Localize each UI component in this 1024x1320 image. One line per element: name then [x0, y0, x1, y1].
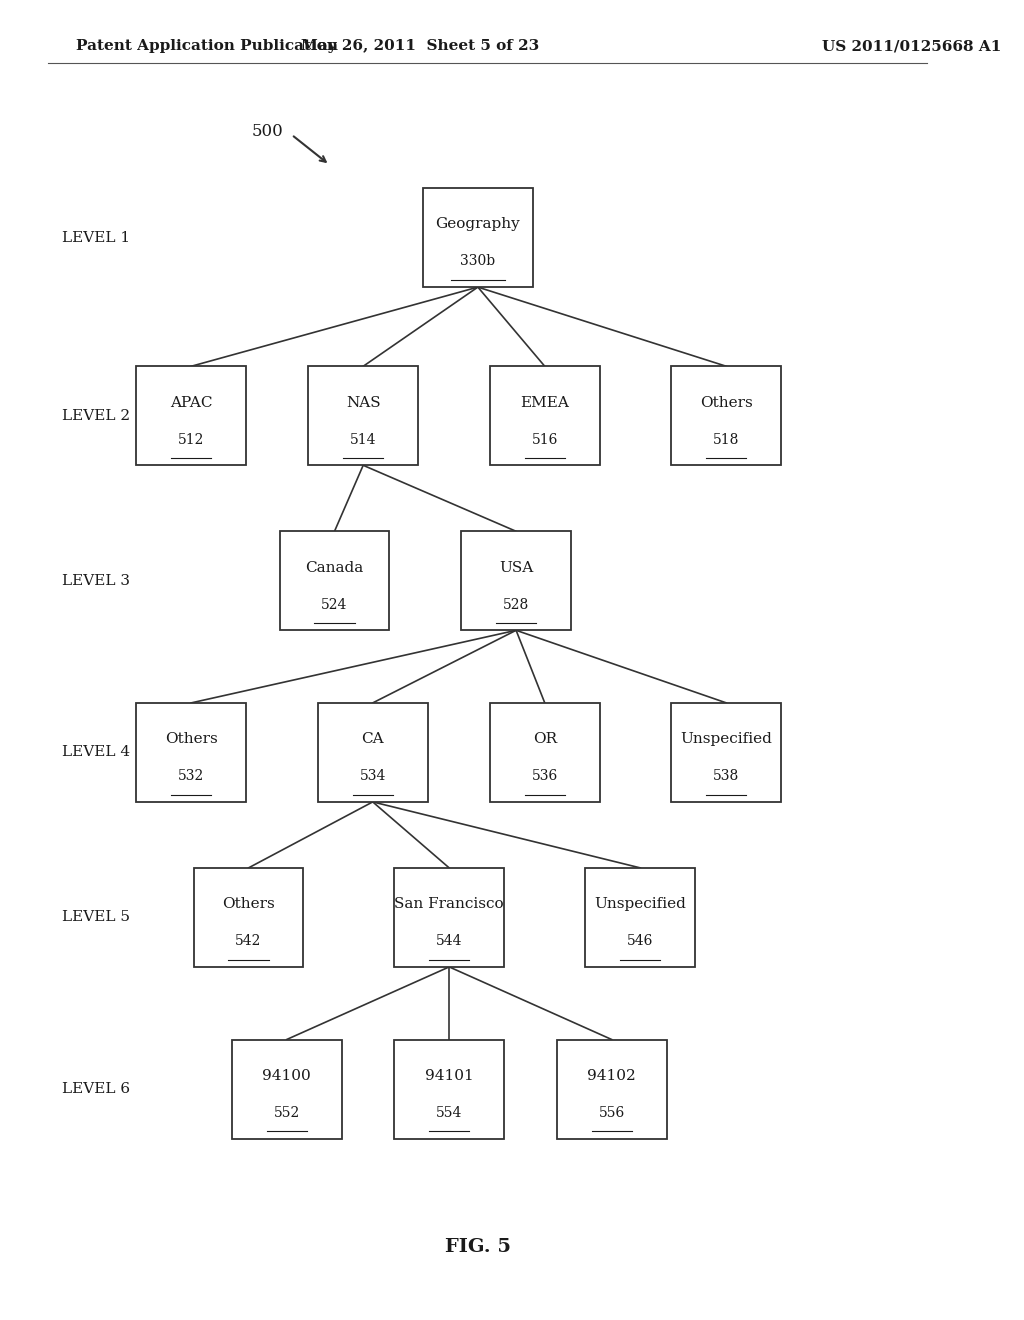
Text: APAC: APAC: [170, 396, 212, 409]
Text: May 26, 2011  Sheet 5 of 23: May 26, 2011 Sheet 5 of 23: [301, 40, 540, 53]
Text: US 2011/0125668 A1: US 2011/0125668 A1: [822, 40, 1001, 53]
Text: Others: Others: [222, 898, 274, 911]
FancyBboxPatch shape: [672, 366, 781, 465]
FancyBboxPatch shape: [557, 1040, 667, 1138]
FancyBboxPatch shape: [136, 366, 246, 465]
Text: USA: USA: [499, 561, 534, 574]
Text: 554: 554: [436, 1106, 463, 1119]
FancyBboxPatch shape: [194, 869, 303, 966]
Text: Unspecified: Unspecified: [680, 733, 772, 746]
Text: LEVEL 4: LEVEL 4: [61, 746, 130, 759]
Text: San Francisco: San Francisco: [394, 898, 504, 911]
Text: 552: 552: [273, 1106, 300, 1119]
Text: 330b: 330b: [461, 255, 496, 268]
Text: CA: CA: [361, 733, 384, 746]
FancyBboxPatch shape: [280, 531, 389, 630]
Text: LEVEL 3: LEVEL 3: [61, 574, 130, 587]
Text: 532: 532: [178, 770, 204, 783]
Text: 500: 500: [252, 124, 284, 140]
FancyBboxPatch shape: [672, 702, 781, 801]
FancyBboxPatch shape: [489, 702, 600, 801]
Text: LEVEL 5: LEVEL 5: [61, 911, 130, 924]
Text: Unspecified: Unspecified: [594, 898, 686, 911]
Text: Geography: Geography: [435, 218, 520, 231]
Text: Others: Others: [700, 396, 753, 409]
Text: 544: 544: [436, 935, 463, 948]
Text: 528: 528: [503, 598, 529, 611]
FancyBboxPatch shape: [394, 1040, 504, 1138]
Text: LEVEL 1: LEVEL 1: [61, 231, 130, 244]
Text: 512: 512: [178, 433, 205, 446]
Text: FIG. 5: FIG. 5: [444, 1238, 511, 1257]
Text: 518: 518: [713, 433, 739, 446]
FancyBboxPatch shape: [394, 869, 504, 966]
Text: 542: 542: [236, 935, 262, 948]
Text: 524: 524: [322, 598, 348, 611]
Text: 94100: 94100: [262, 1069, 311, 1082]
Text: 556: 556: [599, 1106, 625, 1119]
Text: 546: 546: [627, 935, 653, 948]
Text: Others: Others: [165, 733, 217, 746]
Text: OR: OR: [532, 733, 557, 746]
Text: Canada: Canada: [305, 561, 364, 574]
Text: 94102: 94102: [588, 1069, 636, 1082]
FancyBboxPatch shape: [231, 1040, 342, 1138]
Text: 538: 538: [714, 770, 739, 783]
FancyBboxPatch shape: [317, 702, 428, 801]
FancyBboxPatch shape: [308, 366, 418, 465]
FancyBboxPatch shape: [489, 366, 600, 465]
Text: 94101: 94101: [425, 1069, 473, 1082]
Text: 514: 514: [350, 433, 377, 446]
Text: Patent Application Publication: Patent Application Publication: [77, 40, 339, 53]
FancyBboxPatch shape: [586, 869, 695, 966]
Text: LEVEL 6: LEVEL 6: [61, 1082, 130, 1096]
FancyBboxPatch shape: [136, 702, 246, 801]
FancyBboxPatch shape: [423, 189, 532, 288]
Text: 516: 516: [531, 433, 558, 446]
Text: LEVEL 2: LEVEL 2: [61, 409, 130, 422]
Text: 536: 536: [531, 770, 558, 783]
FancyBboxPatch shape: [461, 531, 571, 630]
Text: NAS: NAS: [346, 396, 381, 409]
Text: 534: 534: [359, 770, 386, 783]
Text: EMEA: EMEA: [520, 396, 569, 409]
